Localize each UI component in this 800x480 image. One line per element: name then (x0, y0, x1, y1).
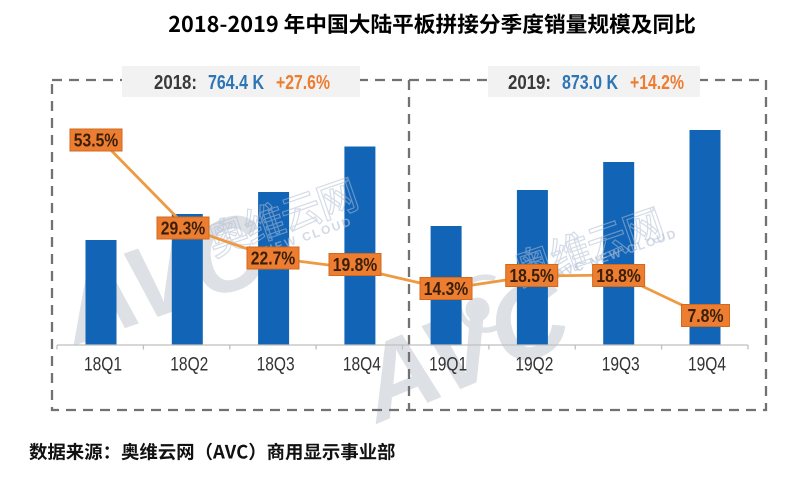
svg-text:19Q2: 19Q2 (515, 355, 553, 376)
svg-text:+14.2%: +14.2% (630, 71, 684, 94)
svg-text:19Q3: 19Q3 (602, 355, 640, 376)
svg-text:18Q4: 18Q4 (343, 355, 381, 376)
svg-text:18Q1: 18Q1 (84, 355, 122, 376)
svg-text:29.3%: 29.3% (161, 219, 206, 239)
svg-text:18.5%: 18.5% (509, 266, 554, 286)
svg-text:53.5%: 53.5% (74, 131, 119, 151)
svg-text:7.8%: 7.8% (688, 306, 724, 326)
svg-text:873.0 K: 873.0 K (562, 71, 618, 94)
svg-text:2019:: 2019: (508, 71, 551, 94)
svg-text:18Q3: 18Q3 (257, 355, 295, 376)
svg-text:2018:: 2018: (154, 71, 197, 94)
svg-text:+27.6%: +27.6% (276, 71, 330, 94)
svg-text:19Q1: 19Q1 (429, 355, 467, 376)
svg-text:18.8%: 18.8% (596, 266, 641, 286)
svg-text:764.4 K: 764.4 K (208, 71, 264, 94)
svg-text:18Q2: 18Q2 (170, 355, 208, 376)
svg-text:19Q4: 19Q4 (688, 355, 726, 376)
svg-text:19.8%: 19.8% (333, 255, 378, 275)
svg-text:22.7%: 22.7% (251, 249, 296, 269)
svg-text:14.3%: 14.3% (424, 279, 469, 299)
